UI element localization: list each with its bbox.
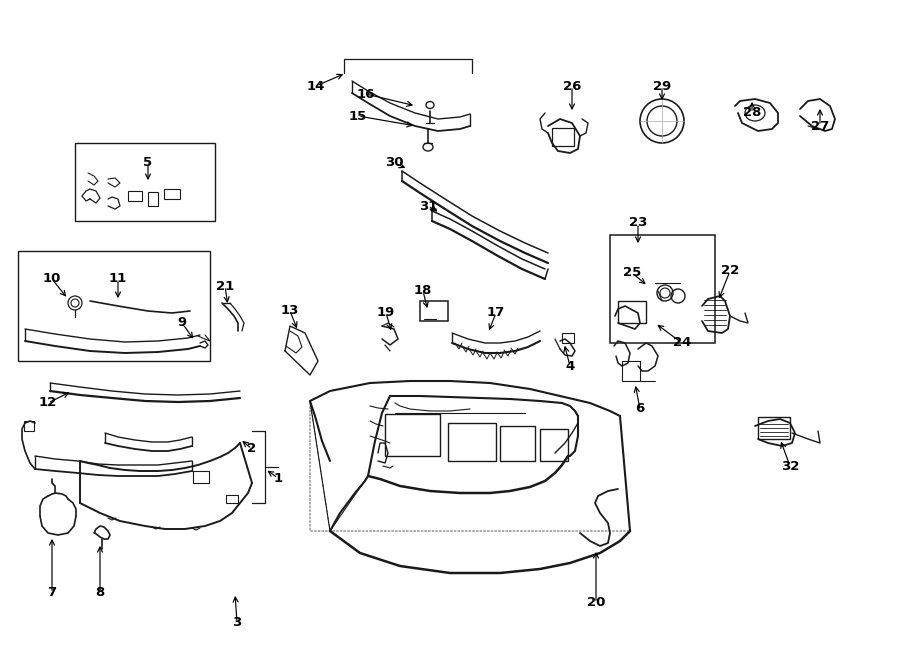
Text: 13: 13 [281, 305, 299, 317]
Text: 32: 32 [781, 459, 799, 473]
Text: 17: 17 [487, 307, 505, 319]
Text: 4: 4 [565, 360, 574, 373]
Text: 5: 5 [143, 157, 153, 169]
Bar [75, 143, 215, 221]
Text: 18: 18 [414, 284, 432, 297]
Text: 24: 24 [673, 336, 691, 350]
Text: 16: 16 [356, 87, 375, 100]
Text: 6: 6 [635, 403, 644, 416]
Bar [385, 414, 440, 456]
Bar [226, 495, 238, 503]
Bar [618, 301, 646, 323]
Bar [164, 189, 180, 199]
Text: 10: 10 [43, 272, 61, 286]
Text: 14: 14 [307, 79, 325, 93]
Text: 7: 7 [48, 586, 57, 600]
Text: 12: 12 [39, 397, 57, 410]
Bar [128, 191, 142, 201]
Text: 22: 22 [721, 264, 739, 278]
Text: 2: 2 [248, 442, 256, 455]
Bar [758, 417, 790, 439]
Text: 21: 21 [216, 280, 234, 293]
Text: 25: 25 [623, 266, 641, 280]
Text: 9: 9 [177, 317, 186, 329]
Text: 3: 3 [232, 617, 241, 629]
Text: 15: 15 [349, 110, 367, 122]
Bar [540, 429, 568, 461]
Text: 30: 30 [385, 157, 403, 169]
Text: 28: 28 [742, 106, 761, 120]
Bar [562, 333, 574, 343]
Bar [148, 192, 158, 206]
Text: 20: 20 [587, 596, 605, 609]
Text: 23: 23 [629, 217, 647, 229]
Bar [500, 426, 535, 461]
Text: 19: 19 [377, 307, 395, 319]
Text: 8: 8 [95, 586, 104, 600]
Text: 27: 27 [811, 120, 829, 132]
Bar [420, 301, 448, 321]
Bar [193, 471, 209, 483]
Text: 29: 29 [652, 79, 671, 93]
Text: 11: 11 [109, 272, 127, 286]
Bar [24, 421, 34, 431]
Text: 26: 26 [562, 79, 581, 93]
Bar [552, 128, 574, 146]
Text: 1: 1 [274, 471, 283, 485]
Bar [448, 423, 496, 461]
Text: 31: 31 [418, 200, 437, 212]
Bar [18, 251, 210, 361]
Bar [610, 235, 715, 343]
